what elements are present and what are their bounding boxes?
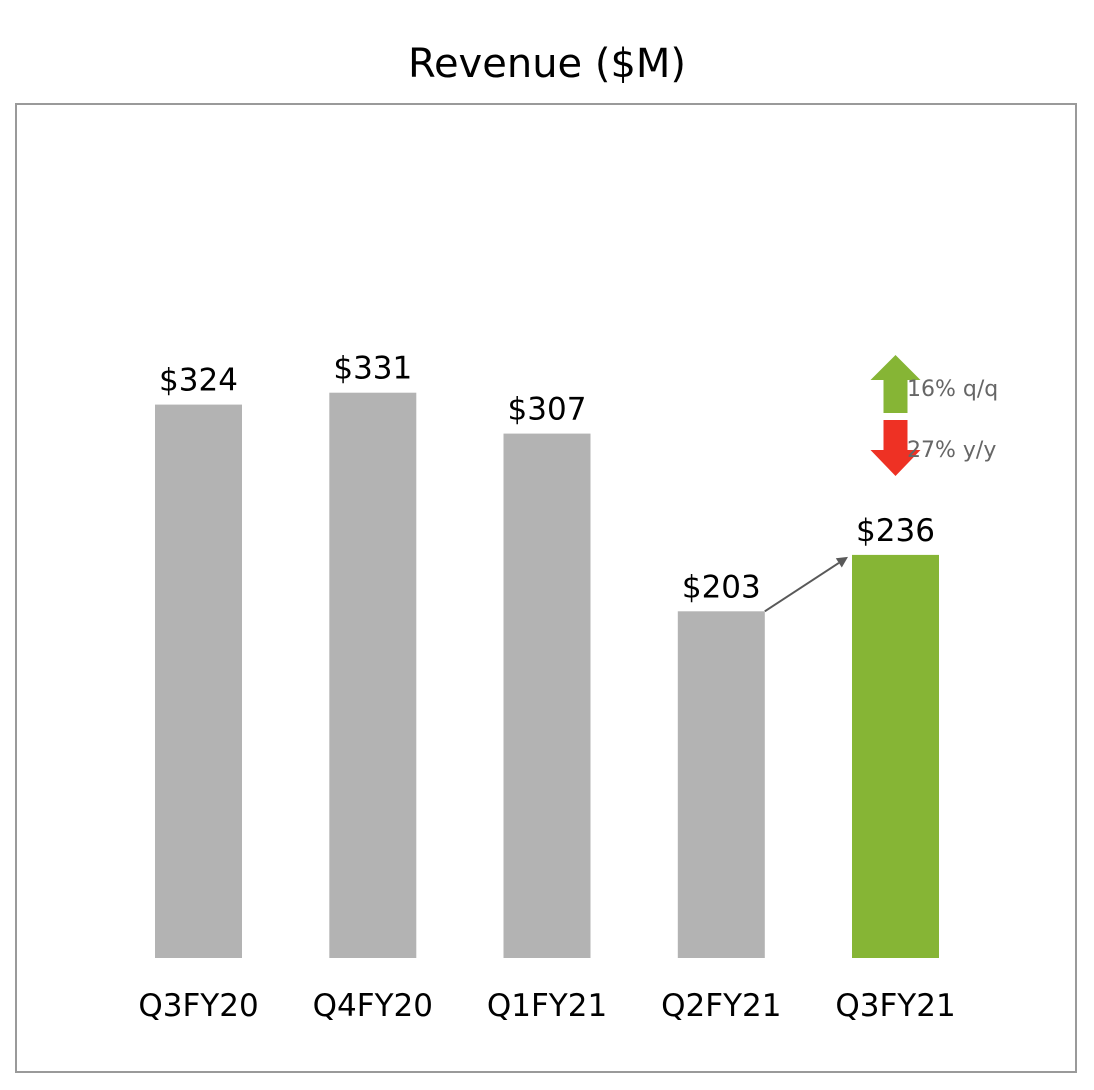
- annotation-layer: 16% q/q 27% y/y: [764, 355, 998, 613]
- up-arrow-icon: [870, 355, 921, 413]
- qoq-change-label: 16% q/q: [907, 377, 998, 402]
- value-label-q3fy21: $236: [856, 513, 935, 549]
- yoy-change-label: 27% y/y: [907, 438, 996, 463]
- value-labels-layer: $324 $331 $307 $203 $236: [159, 351, 935, 606]
- bar-q4fy20: [329, 392, 417, 958]
- bar-q1fy21: [503, 433, 591, 959]
- category-label-q3fy20: Q3FY20: [138, 988, 258, 1024]
- bar-q3fy21: [852, 554, 939, 958]
- value-label-q2fy21: $203: [682, 569, 761, 605]
- value-label-q4fy20: $331: [333, 351, 412, 387]
- category-labels-layer: Q3FY20 Q4FY20 Q1FY21 Q2FY21 Q3FY21: [138, 988, 955, 1024]
- category-label-q1fy21: Q1FY21: [487, 988, 607, 1024]
- bar-q3fy20: [155, 404, 242, 959]
- chart-frame: [15, 103, 1077, 1073]
- value-label-q1fy21: $307: [508, 392, 587, 428]
- category-label-q2fy21: Q2FY21: [661, 988, 781, 1024]
- growth-connector-arrowhead: [835, 556, 848, 568]
- category-label-q3fy21: Q3FY21: [835, 988, 955, 1024]
- category-label-q4fy20: Q4FY20: [313, 988, 433, 1024]
- down-arrow-icon: [870, 420, 921, 476]
- growth-connector-line: [764, 562, 840, 613]
- bar-q2fy21: [677, 611, 765, 958]
- value-label-q3fy20: $324: [159, 363, 238, 399]
- bars-layer: [155, 392, 939, 959]
- chart-title: Revenue ($M): [408, 41, 686, 87]
